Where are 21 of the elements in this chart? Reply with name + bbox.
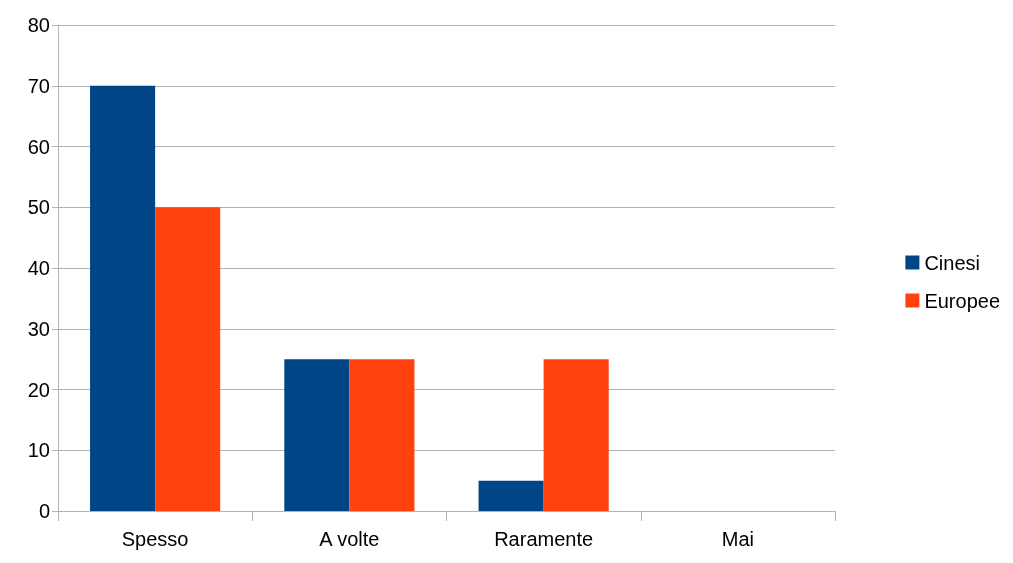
y-tick-label: 50 <box>27 196 50 219</box>
y-tick-label: 40 <box>27 257 50 279</box>
x-tick-label: Raramente <box>494 528 594 550</box>
y-tick-label: 30 <box>27 317 50 340</box>
bar <box>543 359 609 511</box>
y-tick-label: 0 <box>38 500 50 522</box>
bar <box>155 207 221 511</box>
legend-label: Europee <box>924 289 1001 312</box>
bar <box>478 480 544 511</box>
x-tick-label: Spesso <box>121 528 189 550</box>
x-tick-label: A volte <box>319 528 380 550</box>
bar <box>349 359 415 511</box>
x-tick-label: Mai <box>721 528 754 550</box>
y-tick-label: 80 <box>27 14 50 36</box>
y-tick-label: 60 <box>27 135 50 158</box>
y-tick-label: 70 <box>27 74 50 97</box>
bar <box>284 359 350 511</box>
legend-label: Cinesi <box>924 251 980 274</box>
bar <box>90 85 156 511</box>
y-tick-label: 10 <box>27 439 50 462</box>
y-tick-label: 20 <box>27 378 50 401</box>
